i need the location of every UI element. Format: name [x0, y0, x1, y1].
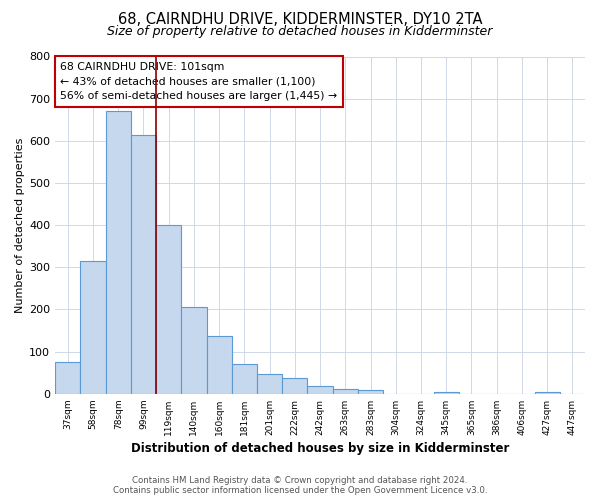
- Bar: [206, 336, 232, 394]
- Bar: [257, 374, 282, 394]
- Bar: [55, 362, 80, 394]
- Bar: [80, 261, 106, 394]
- Text: Contains HM Land Registry data © Crown copyright and database right 2024.
Contai: Contains HM Land Registry data © Crown c…: [113, 476, 487, 495]
- Bar: [181, 306, 206, 394]
- Bar: [307, 386, 332, 394]
- Text: 68 CAIRNDHU DRIVE: 101sqm
← 43% of detached houses are smaller (1,100)
56% of se: 68 CAIRNDHU DRIVE: 101sqm ← 43% of detac…: [61, 62, 338, 101]
- X-axis label: Distribution of detached houses by size in Kidderminster: Distribution of detached houses by size …: [131, 442, 509, 455]
- Text: 68, CAIRNDHU DRIVE, KIDDERMINSTER, DY10 2TA: 68, CAIRNDHU DRIVE, KIDDERMINSTER, DY10 …: [118, 12, 482, 28]
- Bar: [106, 112, 131, 394]
- Bar: [131, 134, 156, 394]
- Bar: [156, 225, 181, 394]
- Bar: [358, 390, 383, 394]
- Text: Size of property relative to detached houses in Kidderminster: Size of property relative to detached ho…: [107, 25, 493, 38]
- Bar: [434, 392, 459, 394]
- Bar: [232, 364, 257, 394]
- Y-axis label: Number of detached properties: Number of detached properties: [15, 138, 25, 313]
- Bar: [535, 392, 560, 394]
- Bar: [282, 378, 307, 394]
- Bar: [332, 389, 358, 394]
